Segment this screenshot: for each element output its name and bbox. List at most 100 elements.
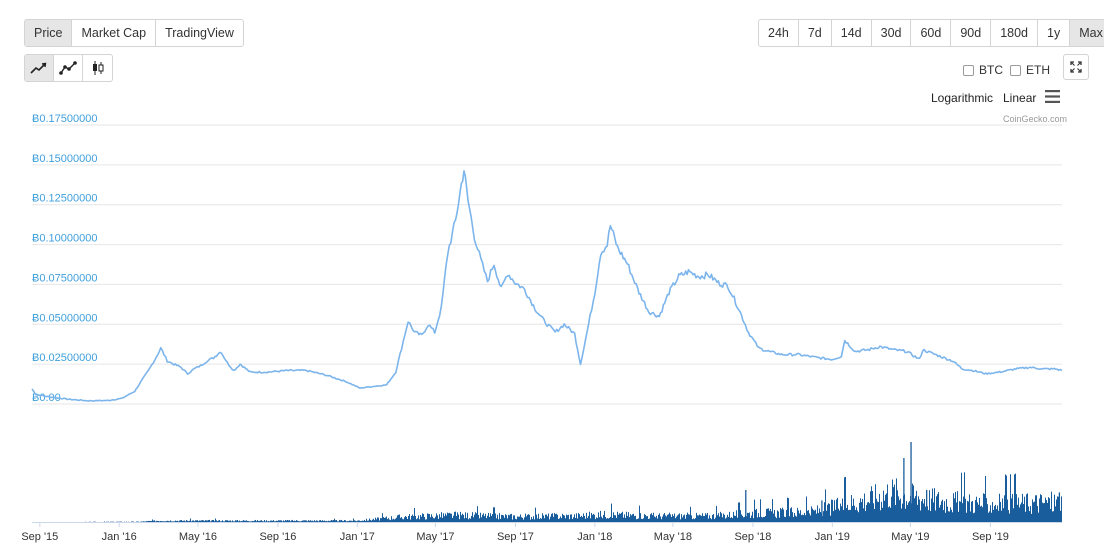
volume-bar bbox=[679, 513, 680, 522]
volume-bar bbox=[339, 519, 340, 522]
tab-price[interactable]: Price bbox=[25, 20, 73, 46]
volume-bar bbox=[205, 520, 206, 522]
range-30d-button[interactable]: 30d bbox=[872, 20, 912, 46]
logarithmic-scale-button[interactable]: Logarithmic bbox=[931, 91, 994, 105]
volume-bar bbox=[518, 516, 519, 522]
volume-bar bbox=[885, 494, 886, 522]
compare-btc-checkbox[interactable]: BTC bbox=[963, 63, 1003, 77]
volume-bar bbox=[809, 513, 810, 522]
volume-bar bbox=[161, 521, 162, 522]
volume-bar bbox=[591, 513, 592, 522]
volume-bar bbox=[526, 516, 527, 522]
volume-bar bbox=[861, 502, 862, 522]
volume-bar bbox=[461, 515, 462, 522]
price-series-line bbox=[31, 170, 1063, 402]
volume-bar bbox=[264, 519, 265, 522]
volume-bar bbox=[373, 518, 374, 522]
volume-bar bbox=[714, 519, 715, 522]
volume-bar bbox=[816, 513, 817, 522]
volume-bar bbox=[847, 504, 848, 522]
volume-bar bbox=[881, 501, 882, 522]
volume-bar bbox=[697, 515, 698, 522]
volume-bar bbox=[481, 517, 482, 522]
volume-bar bbox=[1035, 495, 1036, 522]
volume-bar bbox=[846, 508, 847, 522]
volume-bar bbox=[156, 520, 157, 522]
volume-bar bbox=[305, 520, 306, 522]
volume-bar bbox=[493, 507, 494, 522]
volume-bar bbox=[1038, 512, 1039, 522]
volume-bar bbox=[844, 498, 846, 522]
volume-bar bbox=[785, 516, 786, 522]
volume-bar bbox=[717, 515, 718, 522]
range-24h-button[interactable]: 24h bbox=[759, 20, 799, 46]
volume-bar bbox=[732, 518, 733, 522]
volume-bar bbox=[582, 517, 583, 522]
volume-bar bbox=[1015, 473, 1016, 522]
volume-bar bbox=[770, 508, 771, 522]
tab-tradingview[interactable]: TradingView bbox=[165, 26, 234, 40]
volume-bar bbox=[778, 511, 779, 522]
volume-bar bbox=[996, 509, 997, 522]
volume-bar bbox=[376, 519, 377, 522]
volume-bar bbox=[222, 520, 223, 522]
range-90d-button[interactable]: 90d bbox=[951, 20, 992, 46]
hamburger-menu-icon[interactable] bbox=[1045, 90, 1060, 103]
volume-bar bbox=[368, 520, 369, 522]
volume-bar bbox=[1056, 499, 1057, 522]
volume-bar bbox=[342, 520, 343, 522]
volume-bar bbox=[551, 513, 552, 522]
compare-eth-checkbox[interactable]: ETH bbox=[1010, 63, 1050, 77]
volume-bar bbox=[513, 515, 514, 522]
volume-bar bbox=[666, 516, 667, 522]
volume-bar bbox=[829, 503, 830, 522]
volume-bar bbox=[585, 518, 586, 522]
volume-bar bbox=[466, 517, 467, 522]
volume-bar bbox=[654, 516, 655, 522]
volume-bar bbox=[423, 513, 424, 522]
x-tick-label: Sep '18 bbox=[734, 531, 771, 543]
volume-bar bbox=[619, 513, 620, 522]
volume-bar bbox=[462, 513, 463, 522]
line-points-icon bbox=[59, 61, 77, 75]
volume-bar bbox=[965, 498, 966, 522]
volume-bar bbox=[553, 516, 554, 522]
volume-bar bbox=[345, 520, 346, 522]
range-7d-button[interactable]: 7d bbox=[799, 20, 832, 46]
volume-bar bbox=[744, 516, 745, 522]
volume-bar bbox=[1020, 504, 1021, 522]
volume-bar bbox=[191, 521, 192, 522]
volume-bar bbox=[825, 489, 826, 522]
volume-bar bbox=[763, 517, 764, 522]
volume-bar bbox=[302, 520, 303, 522]
volume-bar bbox=[888, 507, 889, 522]
volume-bar bbox=[498, 519, 499, 522]
volume-bar bbox=[566, 514, 567, 522]
range-60d-button[interactable]: 60d bbox=[911, 20, 952, 46]
line-points-button[interactable] bbox=[54, 55, 83, 81]
volume-bar bbox=[294, 520, 295, 522]
volume-bar bbox=[409, 514, 410, 522]
range-180d-button[interactable]: 180d bbox=[991, 20, 1039, 46]
linear-scale-button[interactable]: Linear bbox=[1003, 91, 1037, 105]
range-14d-button[interactable]: 14d bbox=[832, 20, 872, 46]
volume-bar bbox=[628, 512, 629, 522]
volume-bar bbox=[565, 518, 566, 522]
volume-bar bbox=[457, 512, 458, 522]
volume-bar bbox=[544, 518, 545, 522]
range-max-button[interactable]: Max bbox=[1070, 20, 1104, 46]
volume-bar bbox=[396, 517, 397, 522]
volume-bar bbox=[337, 521, 338, 522]
volume-bar bbox=[495, 513, 496, 522]
range-1y-button[interactable]: 1y bbox=[1038, 20, 1071, 46]
tab-market-cap[interactable]: Market Cap bbox=[72, 20, 157, 46]
checkbox-box bbox=[963, 64, 974, 76]
volume-bar bbox=[792, 512, 793, 522]
volume-bar bbox=[511, 513, 512, 522]
volume-bar bbox=[467, 512, 468, 522]
candlestick-button[interactable] bbox=[83, 55, 112, 81]
volume-bar bbox=[201, 520, 202, 522]
volume-bar bbox=[562, 513, 563, 522]
fullscreen-button[interactable] bbox=[1063, 54, 1089, 80]
line-chart-button[interactable] bbox=[25, 55, 54, 81]
